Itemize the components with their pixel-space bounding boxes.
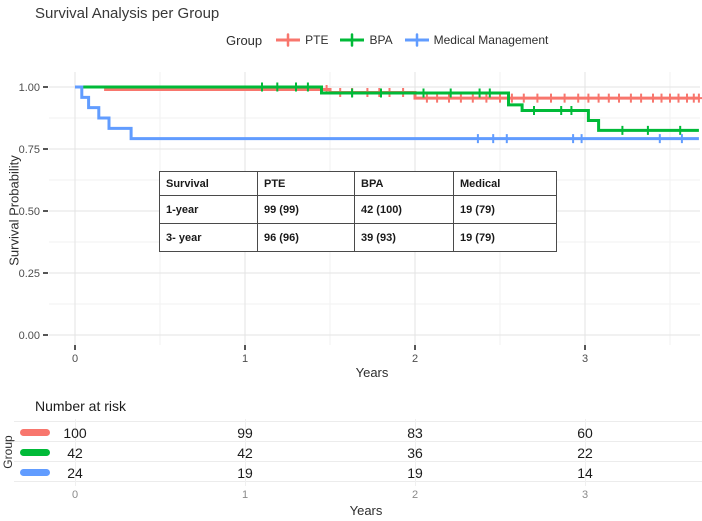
risk-x-tick-label: 0 <box>71 489 79 501</box>
risk-gridline <box>75 419 76 486</box>
risk-count: 42 <box>67 445 83 461</box>
legend-item-label: Medical Management <box>433 33 549 47</box>
x-axis-title: Years <box>355 365 389 380</box>
y-tick-label: 0.75 <box>19 144 40 156</box>
legend-item-bpa: BPA <box>340 33 393 47</box>
table-cell: 19 (79) <box>453 195 557 224</box>
risk-row-marker-pte <box>20 429 50 436</box>
table-cell: 99 (99) <box>257 195 355 224</box>
risk-x-tick-label: 1 <box>241 489 249 501</box>
legend-item-label: PTE <box>305 33 329 47</box>
risk-x-axis-title: Years <box>349 503 383 518</box>
table-cell: 96 (96) <box>257 223 355 252</box>
y-tick-label: 0.50 <box>19 206 40 218</box>
risk-row-marker-medical-management <box>20 469 50 476</box>
x-tick-label: 2 <box>412 353 418 365</box>
risk-gridline <box>245 419 246 486</box>
risk-group-axis-label: Group <box>1 435 15 469</box>
risk-count: 22 <box>577 445 593 461</box>
risk-x-tick-label: 3 <box>581 489 589 501</box>
minor-gridlines <box>49 72 700 345</box>
censor-key-icon <box>276 33 301 47</box>
risk-count: 83 <box>407 425 423 441</box>
chart-title: Survival Analysis per Group <box>35 5 220 22</box>
risk-gridline <box>14 481 702 482</box>
risk-gridline <box>585 419 586 486</box>
survival-summary-table-body: 1-year 99 (99) 42 (100) 19 (79) 3- year 96 (9… <box>159 195 557 252</box>
y-tick-label: 1.00 <box>19 82 40 94</box>
x-tick-label: 1 <box>242 353 248 365</box>
y-tick-label: 0.00 <box>19 330 40 342</box>
risk-count: 99 <box>237 425 253 441</box>
table-cell: 1-year <box>159 195 258 224</box>
risk-count: 60 <box>577 425 593 441</box>
risk-gridline <box>14 441 702 442</box>
risk-count: 100 <box>63 425 87 441</box>
legend-item-label: BPA <box>369 33 393 47</box>
risk-count: 36 <box>407 445 423 461</box>
x-tick-label: 0 <box>72 353 78 365</box>
legend: Group PTE BPA Medical Management <box>226 31 548 49</box>
number-at-risk-panel: Number at risk Group Years 0 1 2 3 100 99 83 60… <box>0 390 702 521</box>
y-tick-label: 0.25 <box>19 268 40 280</box>
risk-count: 14 <box>577 465 593 481</box>
table-header-row: Survival PTE BPA Medical <box>159 171 557 196</box>
legend-title: Group <box>226 32 263 48</box>
risk-gridline <box>14 421 702 422</box>
table-cell: 42 (100) <box>354 195 454 224</box>
series-bpa <box>75 82 699 135</box>
censor-marks-bpa <box>258 82 685 135</box>
risk-count: 42 <box>237 445 253 461</box>
censor-key-icon <box>340 33 365 47</box>
table-row: 3- year 96 (96) 39 (93) 19 (79) <box>159 223 557 252</box>
survival-summary-table-head: Survival PTE BPA Medical <box>159 171 557 196</box>
y-axis-title: Survival Probability <box>6 155 22 266</box>
table-cell: 3- year <box>159 223 258 252</box>
survival-summary-table: Survival PTE BPA Medical 1-year 99 (99) 42 (1… <box>159 171 557 252</box>
x-tick-label: 3 <box>582 353 588 365</box>
table-header-cell: Survival <box>159 171 258 196</box>
series-medical-management <box>75 85 699 144</box>
censor-marks-medical-management <box>473 134 686 144</box>
risk-x-tick-label: 2 <box>411 489 419 501</box>
number-at-risk-title: Number at risk <box>35 398 127 414</box>
censor-key-icon <box>404 33 429 47</box>
table-header-cell: PTE <box>257 171 355 196</box>
table-cell: 19 (79) <box>453 223 557 252</box>
legend-item-pte: PTE <box>276 33 328 47</box>
table-cell: 39 (93) <box>354 223 454 252</box>
risk-count: 19 <box>407 465 423 481</box>
survival-curve-medical-management <box>75 85 699 141</box>
table-row: 1-year 99 (99) 42 (100) 19 (79) <box>159 195 557 224</box>
table-header-cell: BPA <box>354 171 454 196</box>
risk-row-marker-bpa <box>20 449 50 456</box>
axis-ticks: 0.00 0.25 0.50 0.75 1.00 0 1 2 3 <box>19 82 588 365</box>
risk-gridline <box>14 461 702 462</box>
risk-count: 24 <box>67 465 83 481</box>
risk-gridline <box>415 419 416 486</box>
risk-count: 19 <box>237 465 253 481</box>
survival-curve-bpa <box>75 85 699 132</box>
table-header-cell: Medical <box>453 171 557 196</box>
legend-item-medical-management: Medical Management <box>404 33 549 47</box>
km-survival-plot: 0.00 0.25 0.50 0.75 1.00 0 1 2 3 <box>19 72 702 365</box>
